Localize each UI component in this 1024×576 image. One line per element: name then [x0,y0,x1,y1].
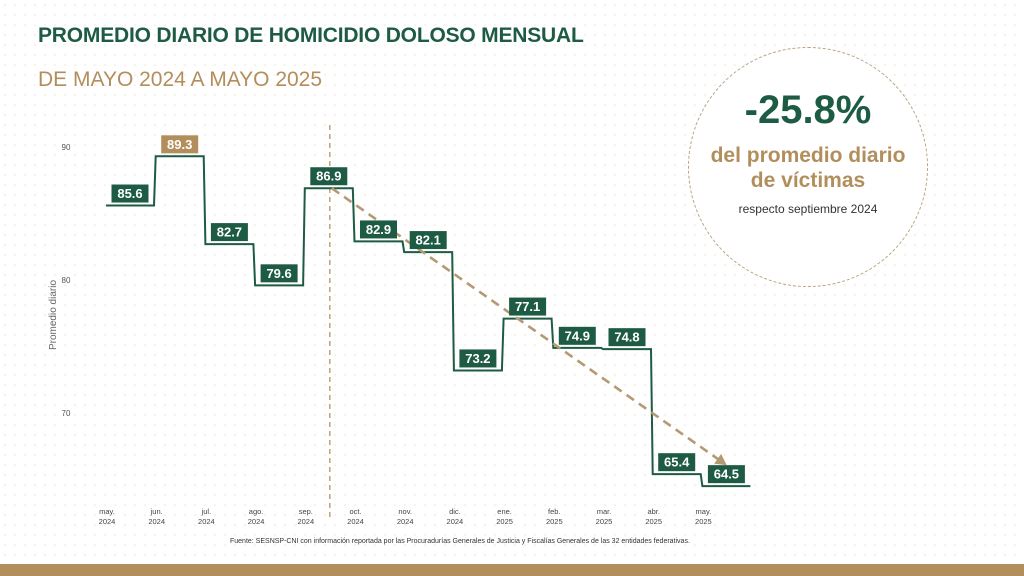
source-note: Fuente: SESNSP-CNI con información repor… [230,538,690,545]
highlight-percentage: -25.8% [744,88,872,132]
data-label: 73.2 [465,351,490,366]
data-label: 82.1 [416,233,441,248]
data-label-box [459,349,497,368]
x-tick-label-month: feb. [548,507,561,516]
data-label: 65.4 [664,455,690,470]
x-tick-label-month: may. [696,507,712,516]
page-subtitle: DE MAYO 2024 A MAYO 2025 [38,68,323,91]
x-tick-label-month: dic. [449,507,461,516]
x-tick-label-month: ene. [497,507,512,516]
x-tick-label-year: 2024 [148,517,165,526]
x-tick-label-year: 2025 [645,517,662,526]
data-label: 89.3 [167,137,192,152]
x-tick-label-year: 2025 [546,517,563,526]
x-tick-label-year: 2024 [198,517,215,526]
series-step-line [106,155,751,488]
data-label: 79.6 [266,266,291,281]
data-label: 82.9 [366,222,391,237]
data-label-box [658,453,696,472]
x-tick-label-year: 2024 [447,517,464,526]
x-tick-label-month: oct. [349,507,361,516]
x-tick-label-month: sep. [299,507,313,516]
data-label: 82.7 [217,225,242,240]
highlight-caption-line2: de víctimas [750,169,866,192]
x-tick-label-month: jun. [150,507,163,516]
highlight-caption: del promedio diario de víctimas [688,143,928,193]
x-tick-label-year: 2024 [397,517,414,526]
data-label: 77.1 [515,299,540,314]
data-label: 74.9 [565,328,590,343]
x-tick-label-year: 2025 [596,517,613,526]
x-tick-label-month: nov. [398,507,412,516]
highlight-note: respecto septiembre 2024 [738,202,878,216]
x-tick-label-month: jul. [201,507,212,516]
data-label-box [707,465,745,484]
x-tick-label-year: 2024 [347,517,364,526]
data-label-box [210,223,248,242]
trend-line [331,187,725,464]
data-label: 86.9 [316,169,341,184]
data-label-box [558,326,596,345]
x-tick-label-year: 2024 [99,517,116,526]
data-label-box [161,135,199,154]
highlight-caption-line1: del promedio diario [710,144,906,167]
data-label: 74.8 [614,330,639,345]
data-label-box [111,184,149,203]
data-label: 85.6 [117,186,142,201]
y-tick-label: 80 [62,276,71,285]
x-tick-label-year: 2024 [297,517,314,526]
page-title: PROMEDIO DIARIO DE HOMICIDIO DOLOSO MENS… [38,24,584,47]
data-label-box [409,231,447,250]
x-tick-label-year: 2024 [248,517,265,526]
trend-arrowhead [714,453,727,466]
data-label-box [608,328,646,347]
x-tick-label-month: may. [99,507,115,516]
x-tick-label-year: 2025 [695,517,712,526]
data-label-box [260,264,298,283]
data-label-box [509,297,547,316]
x-tick-label-month: mar. [597,507,612,516]
data-label-box [310,167,348,186]
x-tick-label-month: abr. [647,507,660,516]
data-label: 64.5 [714,467,739,482]
highlight-circle [688,47,928,287]
x-tick-label-year: 2025 [496,517,513,526]
y-tick-label: 70 [62,409,71,418]
data-label-box [360,220,397,239]
x-tick-label-month: ago. [249,507,264,516]
bottom-bar [0,564,1024,576]
y-tick-label: 90 [62,143,71,152]
y-axis-label: Promedio diario [48,280,59,350]
